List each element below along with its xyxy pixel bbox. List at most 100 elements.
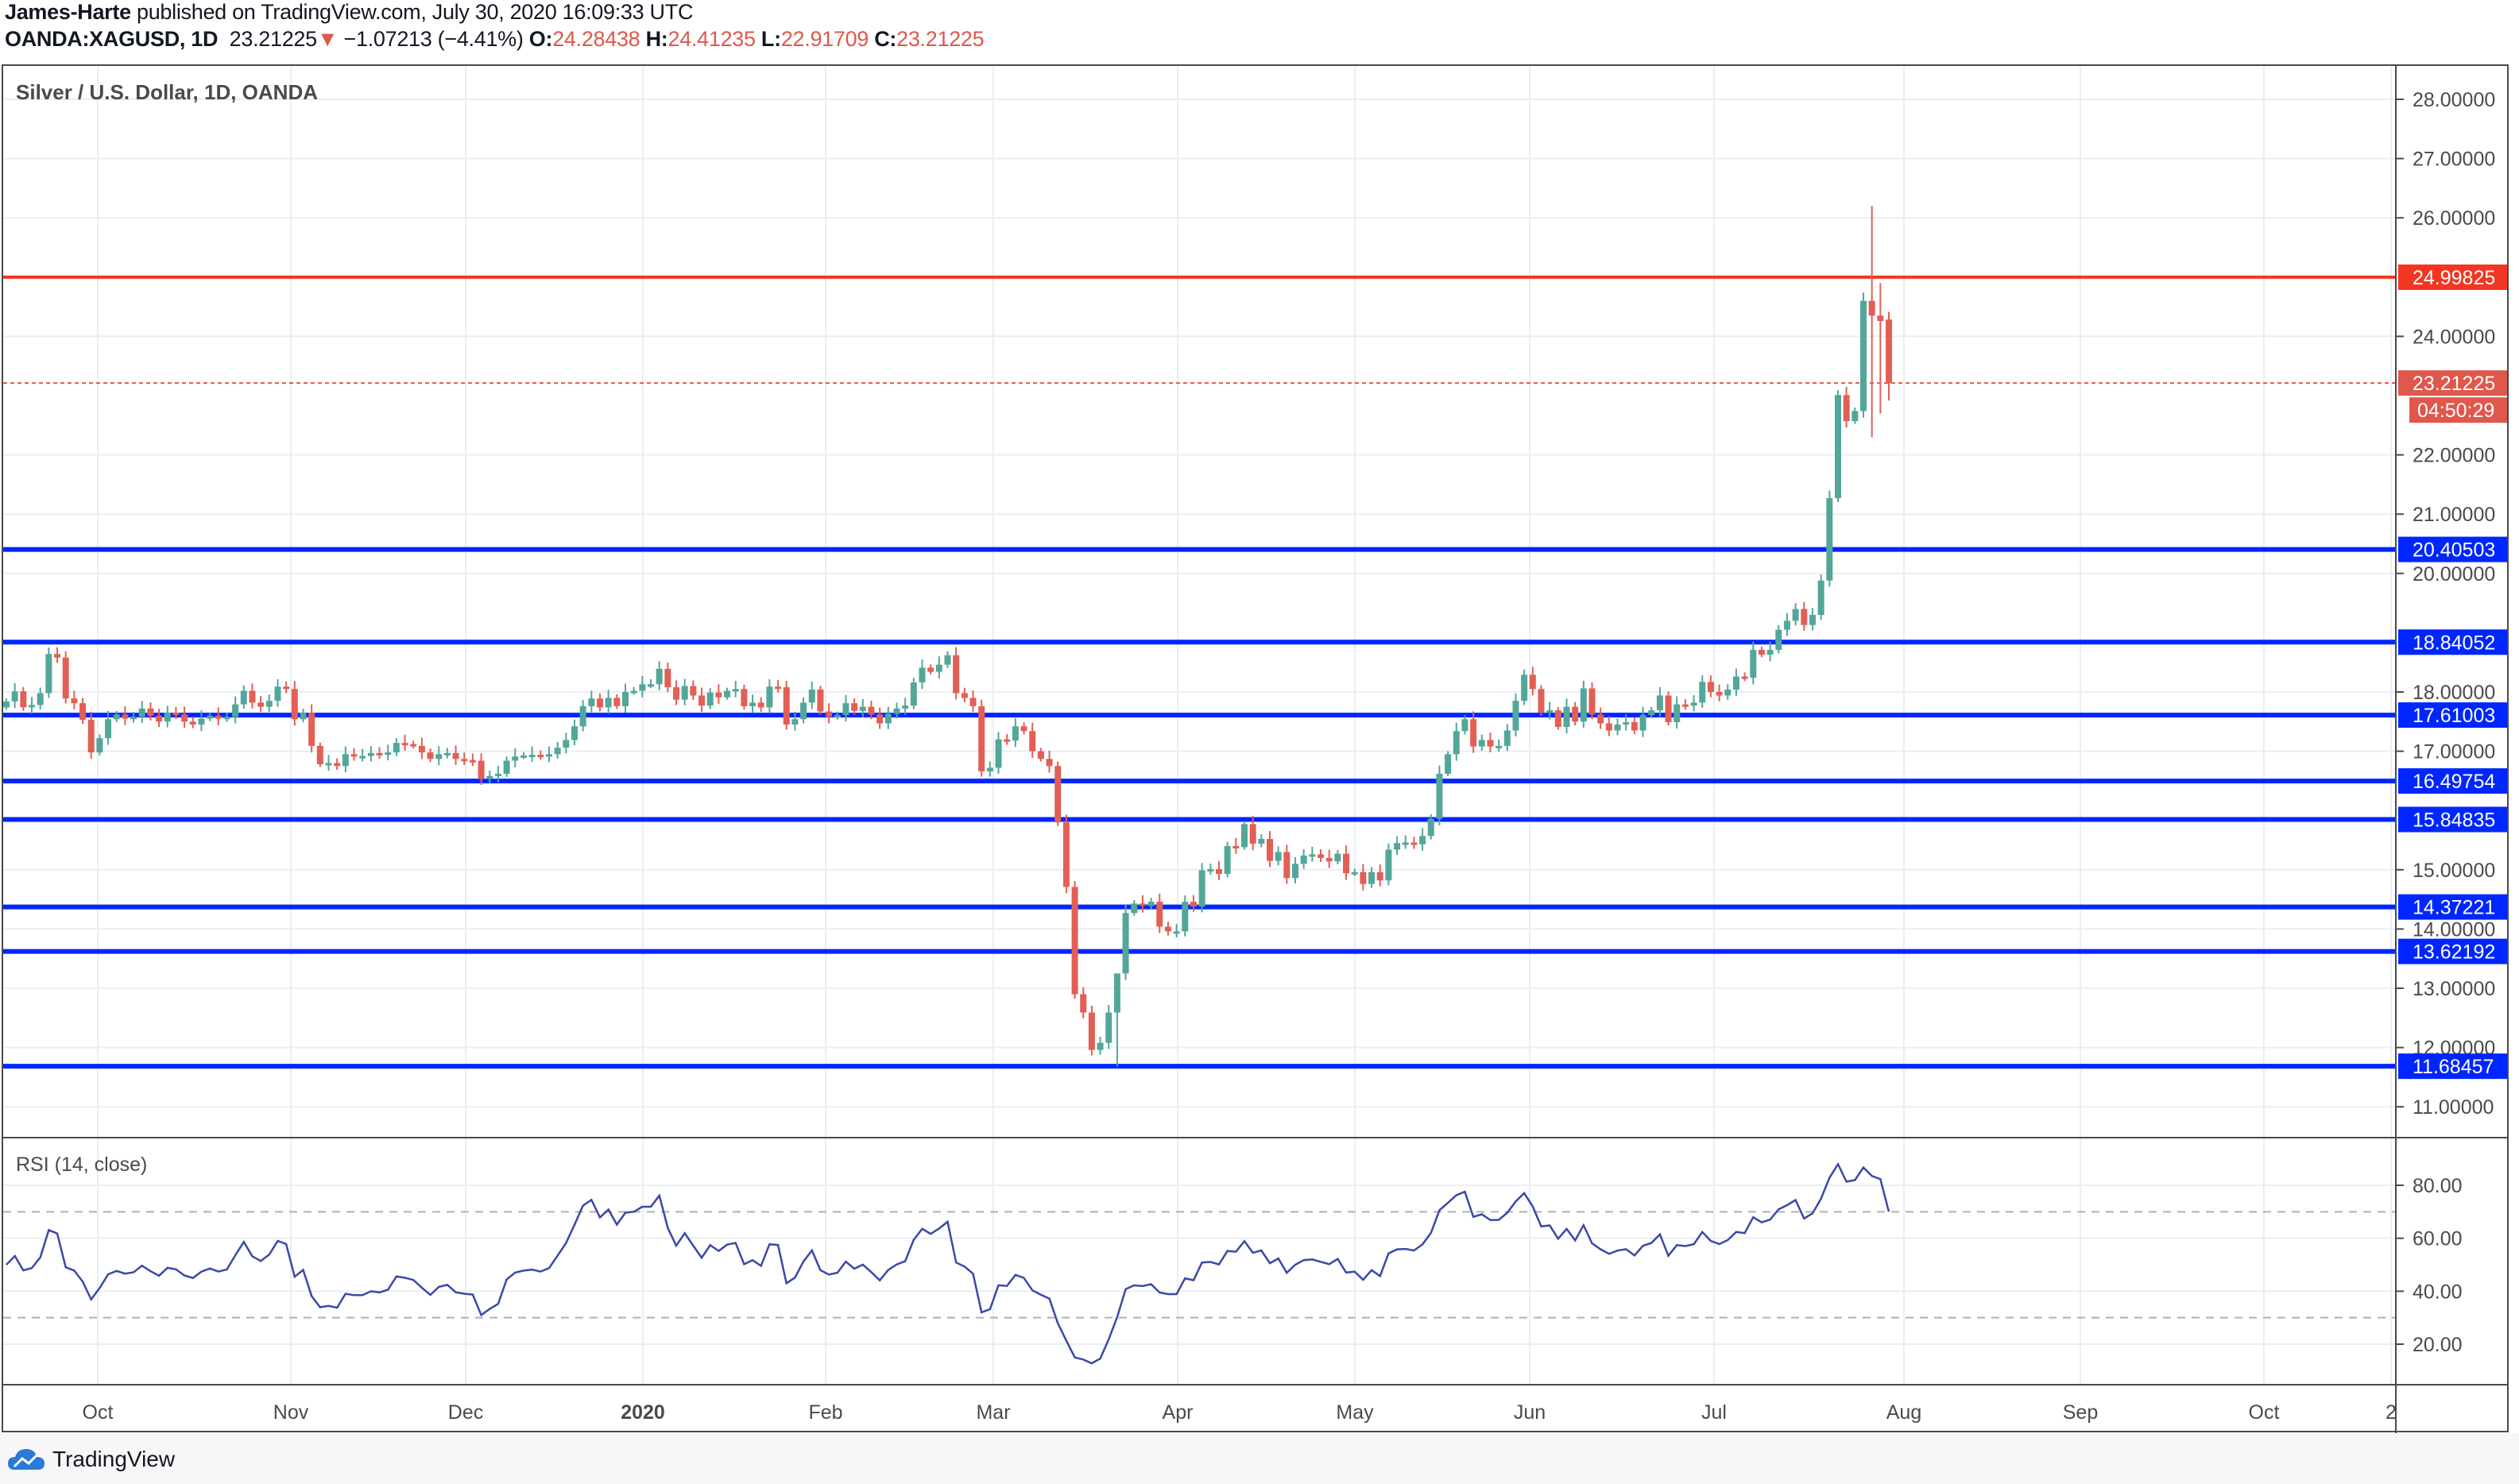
candle (1410, 837, 1418, 849)
candle (418, 737, 425, 759)
price-axis-label: 22.00000 (2413, 445, 2495, 467)
candle-body (1716, 692, 1723, 696)
candle-body (927, 667, 934, 672)
candle (1267, 831, 1274, 868)
candle (1538, 685, 1545, 717)
time-axis[interactable]: Oct Nov Dec 2020 Feb Mar Apr May Jun Jul Aug Sep Oct… (83, 1401, 2397, 1424)
candle-body (1868, 300, 1875, 316)
candle-body (1750, 650, 1757, 678)
candle (1190, 895, 1197, 912)
candle (681, 678, 688, 705)
candle-body (342, 754, 349, 767)
symbol-info-bar: OANDA:XAGUSD, 1D 23.21225▼ −1.07213 (−4.… (5, 27, 985, 52)
candle (198, 710, 205, 732)
footer-bar: TradingView (0, 1433, 2519, 1484)
candle-body (1215, 869, 1222, 875)
candle-body (71, 698, 78, 704)
candle-body (1453, 731, 1460, 755)
candle-body (1131, 903, 1138, 914)
candle (1207, 864, 1214, 875)
candle (443, 748, 451, 759)
candle (1648, 706, 1655, 718)
candle (156, 709, 163, 728)
candle (291, 681, 298, 726)
candle (308, 704, 315, 753)
candle (1173, 923, 1180, 937)
candle-body (410, 744, 417, 747)
candle-body (1325, 857, 1333, 862)
time-axis-label: Sep (2063, 1401, 2098, 1424)
candle (1834, 390, 1841, 502)
candle (1147, 898, 1155, 910)
candle-body (673, 687, 680, 700)
candle (410, 740, 417, 749)
candle-body (1071, 887, 1078, 995)
candle (3, 698, 10, 710)
author-name[interactable]: James-Harte (5, 0, 131, 24)
candle (1503, 724, 1511, 752)
candle-body (1198, 870, 1205, 907)
candle (54, 647, 61, 663)
candle (469, 753, 476, 767)
candle (1775, 624, 1782, 654)
candle (1843, 386, 1850, 428)
candle (1318, 849, 1325, 862)
candle-body (1156, 902, 1163, 927)
candle-body (1605, 723, 1612, 731)
candle-body (1580, 688, 1587, 722)
candle-body (986, 767, 993, 771)
close-label: C: (874, 27, 897, 51)
candle (147, 702, 154, 721)
candle (300, 709, 307, 723)
candle-body (1741, 676, 1748, 679)
candle-body (808, 690, 815, 703)
candle (1750, 641, 1757, 685)
published-text: published on TradingView.com, July 30, 2… (137, 0, 694, 24)
candle-body (274, 686, 281, 701)
candle (1046, 750, 1053, 773)
candle-body (656, 668, 663, 685)
candle-body (588, 698, 595, 706)
candle (1487, 732, 1494, 752)
candle (427, 748, 434, 763)
candle (494, 765, 501, 783)
candle (1512, 693, 1519, 737)
candle (621, 683, 629, 713)
candle (1368, 867, 1376, 888)
candle-body (528, 755, 536, 758)
candle-body (1563, 706, 1570, 728)
rsi-pane (3, 1161, 2396, 1365)
candle-body (1012, 726, 1019, 741)
tradingview-brand: TradingView (52, 1447, 176, 1471)
candle-body (443, 752, 451, 756)
candle (596, 693, 603, 712)
price-chart[interactable]: 28.00000 27.00000 26.00000 24.00000 22.00000… (0, 0, 2519, 1433)
candle (528, 746, 536, 763)
candle (766, 679, 773, 713)
candle-body (376, 752, 383, 756)
level-price-label: 11.68457 (2413, 1056, 2494, 1078)
candle (1724, 684, 1732, 700)
candle-body (648, 684, 655, 687)
candle (1529, 667, 1536, 696)
tradingview-logo[interactable]: TradingView (6, 1446, 175, 1473)
chart-border (2, 64, 2509, 1432)
candle (1758, 647, 1765, 658)
candle-body (919, 667, 926, 683)
time-axis-label: Jul (1701, 1401, 1727, 1424)
candle-body (45, 654, 52, 694)
symbol-name: OANDA:XAGUSD, 1D (5, 27, 219, 51)
candle (401, 734, 408, 751)
candle-body (1275, 852, 1282, 861)
candle (1249, 815, 1256, 851)
candle-body (96, 738, 103, 753)
price-axis[interactable]: 28.00000 27.00000 26.00000 24.00000 22.00000… (2396, 89, 2507, 1356)
candle-body (1318, 854, 1325, 858)
candle (1470, 711, 1477, 753)
current-price-label: 23.21225 (2413, 373, 2495, 395)
candle-body (884, 713, 892, 724)
candle (461, 752, 468, 766)
candle (265, 694, 273, 713)
candle-body (1521, 674, 1528, 701)
candle-body (757, 702, 764, 708)
